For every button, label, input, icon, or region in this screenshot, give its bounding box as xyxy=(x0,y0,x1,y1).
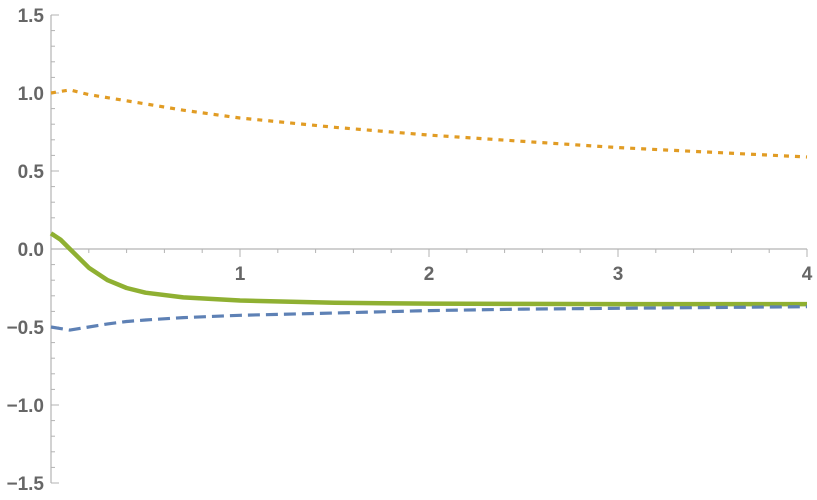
axes xyxy=(50,14,808,484)
series-1-line xyxy=(50,88,808,159)
y-tick-label: 0.5 xyxy=(18,162,45,183)
y-tick-label: 0.0 xyxy=(18,240,44,261)
y-tick-label: 1.0 xyxy=(18,84,44,105)
y-tick-label: −1.0 xyxy=(6,396,44,417)
y-tick-label: −0.5 xyxy=(6,318,44,339)
series-3-line xyxy=(50,305,808,332)
x-tick-label: 3 xyxy=(613,264,624,285)
x-tick-label: 4 xyxy=(802,264,813,285)
y-tick-label: 1.5 xyxy=(18,6,45,27)
series-2-line xyxy=(49,231,807,307)
tick-labels: 1 2 3 4 1.5 1.0 0.5 0.0 −0.5 −1.0 −1.5 xyxy=(6,6,812,495)
series-layer xyxy=(49,88,808,332)
x-tick-label: 2 xyxy=(424,264,435,285)
x-tick-label: 1 xyxy=(235,264,246,285)
y-tick-label: −1.5 xyxy=(6,474,44,495)
